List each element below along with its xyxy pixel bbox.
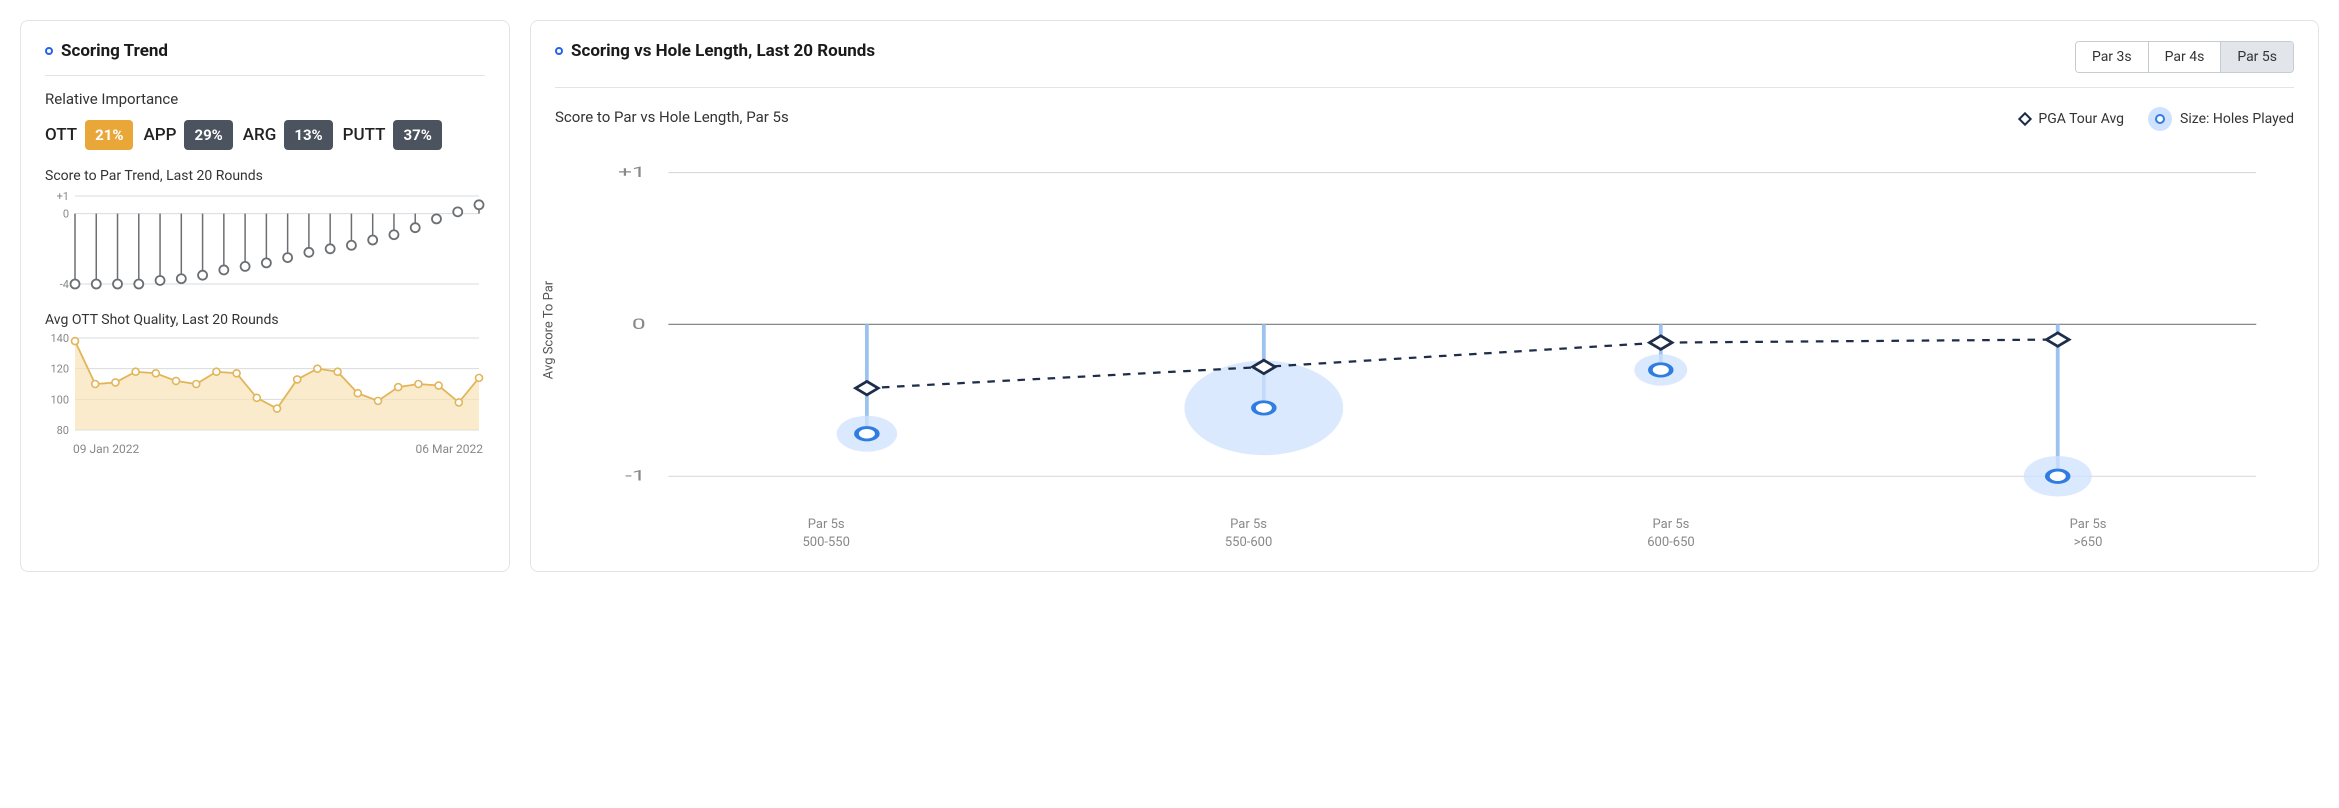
importance-badge: 37% <box>393 120 441 150</box>
right-chart-wrap: Avg Score To Par +10-1 <box>555 150 2294 510</box>
importance-badge: 29% <box>184 120 232 150</box>
svg-text:+1: +1 <box>618 163 646 180</box>
left-xaxis-labels: 09 Jan 2022 06 Mar 2022 <box>45 438 485 456</box>
scoring-vs-length-card: Scoring vs Hole Length, Last 20 Rounds P… <box>530 20 2319 572</box>
legend-size-label: Size: Holes Played <box>2180 111 2294 127</box>
right-subtitle: Score to Par vs Hole Length, Par 5s <box>555 108 789 126</box>
svg-text:120: 120 <box>50 363 69 376</box>
legend-pga: PGA Tour Avg <box>2020 111 2124 127</box>
legend-size: Size: Holes Played <box>2148 107 2294 131</box>
scoring-vs-length-chart: +1 0 -1 <box>555 150 2294 510</box>
par-tab-group: Par 3sPar 4sPar 5s <box>2075 41 2294 73</box>
ott-quality-chart: 140 120 100 80 <box>45 334 485 434</box>
scoring-trend-card: Scoring Trend Relative Importance OTT 21%… <box>20 20 510 572</box>
ott-quality-title: Avg OTT Shot Quality, Last 20 Rounds <box>45 312 485 328</box>
svg-text:-4: -4 <box>60 278 69 290</box>
right-xaxis-labels: Par 5s500-550 Par 5s550-600 Par 5s600-650 P… <box>555 516 2294 551</box>
diamond-icon <box>2018 112 2032 126</box>
xaxis-start-label: 09 Jan 2022 <box>73 442 139 456</box>
scoring-trend-title-row: Scoring Trend <box>45 41 485 76</box>
scoring-trend-title: Scoring Trend <box>61 41 168 61</box>
importance-label: ARG <box>243 125 277 145</box>
par-tab[interactable]: Par 4s <box>2149 42 2222 72</box>
importance-label: OTT <box>45 125 77 145</box>
svg-text:100: 100 <box>50 393 69 406</box>
importance-item: OTT 21% <box>45 120 133 150</box>
importance-item: ARG 13% <box>243 120 333 150</box>
importance-badge: 13% <box>284 120 332 150</box>
score-trend-title: Score to Par Trend, Last 20 Rounds <box>45 168 485 184</box>
svg-text:0: 0 <box>632 315 646 332</box>
right-subheader: Score to Par vs Hole Length, Par 5s PGA … <box>555 94 2294 140</box>
importance-label: APP <box>143 125 176 145</box>
bullet-icon <box>555 47 563 55</box>
svg-text:0: 0 <box>63 208 69 221</box>
score-trend-chart: +1 0 -4 <box>45 190 485 290</box>
svg-text:-1: -1 <box>625 467 646 484</box>
right-legend: PGA Tour Avg Size: Holes Played <box>2020 107 2294 131</box>
xaxis-end-label: 06 Mar 2022 <box>416 442 484 456</box>
legend-pga-label: PGA Tour Avg <box>2038 111 2124 127</box>
importance-label: PUTT <box>343 125 386 145</box>
scoring-vs-length-title: Scoring vs Hole Length, Last 20 Rounds <box>571 41 875 61</box>
relative-importance-row: OTT 21% APP 29% ARG 13% PUTT 37% <box>45 120 485 150</box>
right-header-row: Scoring vs Hole Length, Last 20 Rounds P… <box>555 41 2294 73</box>
svg-text:140: 140 <box>50 334 69 345</box>
right-yaxis-title: Avg Score To Par <box>542 281 557 379</box>
importance-item: APP 29% <box>143 120 232 150</box>
bullet-icon <box>45 47 53 55</box>
right-xaxis-label: Par 5s>650 <box>2070 516 2107 551</box>
right-title-row: Scoring vs Hole Length, Last 20 Rounds <box>555 41 875 61</box>
relative-importance-label: Relative Importance <box>45 90 485 108</box>
par-tab[interactable]: Par 5s <box>2221 42 2293 72</box>
right-xaxis-label: Par 5s600-650 <box>1647 516 1694 551</box>
svg-text:+1: +1 <box>57 190 69 203</box>
right-xaxis-label: Par 5s500-550 <box>802 516 849 551</box>
bubble-icon <box>2148 107 2172 131</box>
svg-text:80: 80 <box>57 424 69 434</box>
par-tab[interactable]: Par 3s <box>2076 42 2149 72</box>
importance-badge: 21% <box>85 120 133 150</box>
right-xaxis-label: Par 5s550-600 <box>1225 516 1272 551</box>
importance-item: PUTT 37% <box>343 120 442 150</box>
